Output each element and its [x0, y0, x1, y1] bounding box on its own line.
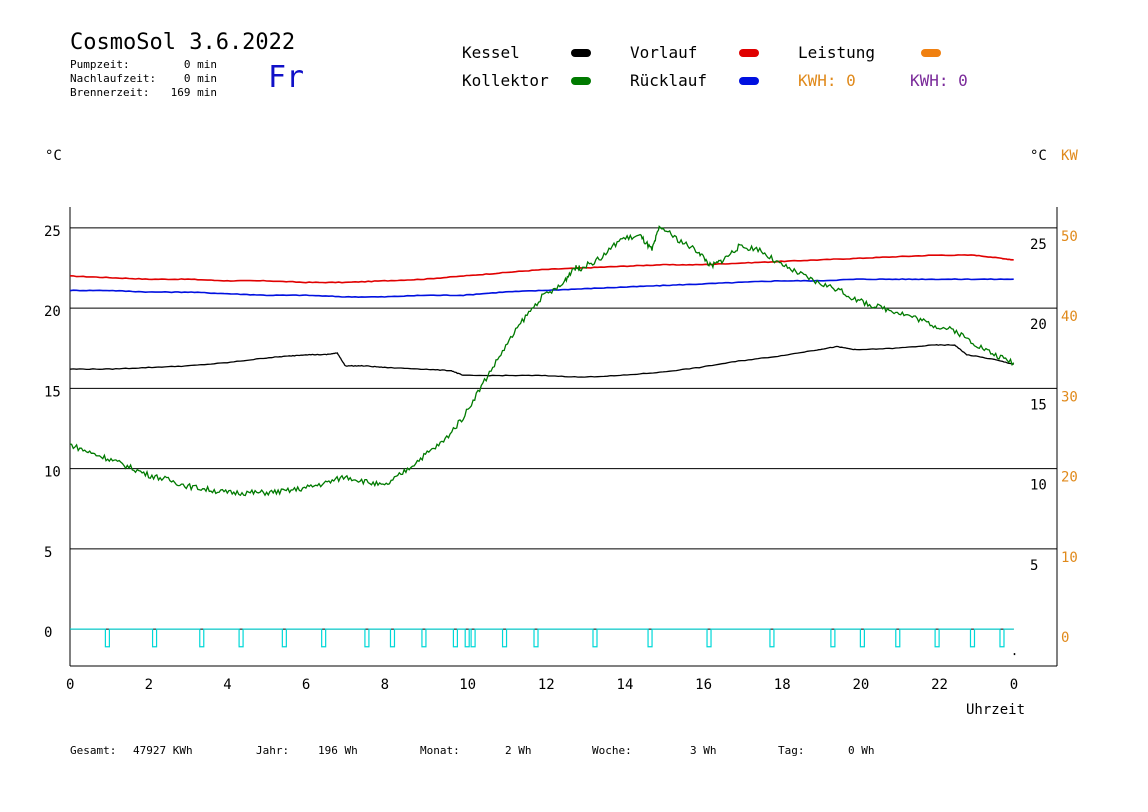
footer-woche-value: 3 Wh	[690, 744, 717, 757]
left-axis-unit: °C	[45, 148, 62, 164]
x-tick-label: 6	[302, 677, 310, 693]
legend-vorlauf-label: Vorlauf	[630, 43, 698, 62]
right-tick-label: 5	[1030, 558, 1038, 574]
footer-monat-label: Monat:	[420, 744, 460, 757]
kw-tick-label: 30	[1061, 389, 1078, 405]
kw-tick-label: 10	[1061, 550, 1078, 566]
series-kollektor	[69, 225, 1015, 497]
x-tick-label: 16	[695, 677, 712, 693]
x-tick-label: 12	[538, 677, 555, 693]
weekday-label: Fr	[268, 60, 305, 95]
x-tick-label: 8	[381, 677, 389, 693]
pumpzeit-value: 0 min	[183, 58, 217, 71]
kw-tick-label: 50	[1061, 229, 1078, 245]
legend-leistung-label: Leistung	[798, 43, 876, 62]
legend-ruecklauf-label: Rücklauf	[630, 71, 708, 90]
left-tick-label: 15	[44, 384, 61, 400]
legend-kessel-label: Kessel	[462, 43, 520, 62]
kwh-orange-label: KWH: 0	[798, 71, 856, 90]
footer-jahr-value: 196 Wh	[318, 744, 358, 757]
footer-gesamt-value: 47927 KWh	[133, 744, 193, 757]
x-tick-label: 0	[66, 677, 74, 693]
legend-kessel-swatch	[571, 49, 591, 57]
left-tick-label: 5	[44, 545, 52, 561]
kwh-purple-label: KWH: 0	[910, 71, 968, 90]
x-axis-label: Uhrzeit	[966, 702, 1026, 718]
nachlaufzeit-value: 0 min	[183, 72, 217, 85]
kw-tick-label: 0	[1061, 630, 1069, 646]
right-tick-label: 25	[1030, 237, 1047, 253]
kw-tick-label: 40	[1061, 309, 1078, 325]
pump-pulse-series	[70, 628, 1014, 648]
chart-title: CosmoSol 3.6.2022	[70, 30, 296, 55]
legend-vorlauf-swatch	[739, 49, 759, 57]
x-tick-label: 0	[1010, 677, 1018, 693]
x-tick-label: 18	[774, 677, 791, 693]
x-tick-label: 10	[459, 677, 476, 693]
x-tick-label: 20	[852, 677, 869, 693]
footer-woche-label: Woche:	[592, 744, 632, 757]
left-tick-label: 25	[44, 224, 61, 240]
brennerzeit-value: 169 min	[170, 86, 217, 99]
left-tick-label: 0	[44, 625, 52, 641]
right-tick-label: 20	[1030, 317, 1047, 333]
pumpzeit-label: Pumpzeit:	[70, 58, 130, 71]
x-tick-label: 2	[145, 677, 153, 693]
x-tick-label: 22	[931, 677, 948, 693]
footer-monat-value: 2 Wh	[505, 744, 532, 757]
legend-kollektor-label: Kollektor	[462, 71, 549, 90]
series-kessel	[69, 344, 1014, 378]
footer-tag-label: Tag:	[778, 744, 805, 757]
legend-ruecklauf-swatch	[739, 77, 759, 85]
right-axis-kw-unit: KW	[1061, 148, 1078, 164]
x-tick-label: 4	[223, 677, 231, 693]
right-axis-unit: °C	[1030, 148, 1047, 164]
footer-gesamt-label: Gesamt:	[70, 744, 117, 757]
brennerzeit-label: Brennerzeit:	[70, 86, 150, 99]
legend-kollektor-swatch	[571, 77, 591, 85]
nachlaufzeit-label: Nachlaufzeit:	[70, 72, 157, 85]
series-ruecklauf	[69, 278, 1014, 299]
x-tick-label: 14	[617, 677, 634, 693]
footer-tag-value: 0 Wh	[848, 744, 875, 757]
series-vorlauf	[69, 254, 1014, 284]
left-tick-label: 20	[44, 304, 61, 320]
left-tick-label: 10	[44, 465, 61, 481]
footer-jahr-label: Jahr:	[256, 744, 290, 757]
end-marker	[1013, 653, 1016, 656]
kw-tick-label: 20	[1061, 470, 1078, 486]
right-tick-label: 10	[1030, 478, 1047, 494]
right-tick-label: 15	[1030, 397, 1047, 413]
legend-leistung-swatch	[921, 49, 941, 57]
